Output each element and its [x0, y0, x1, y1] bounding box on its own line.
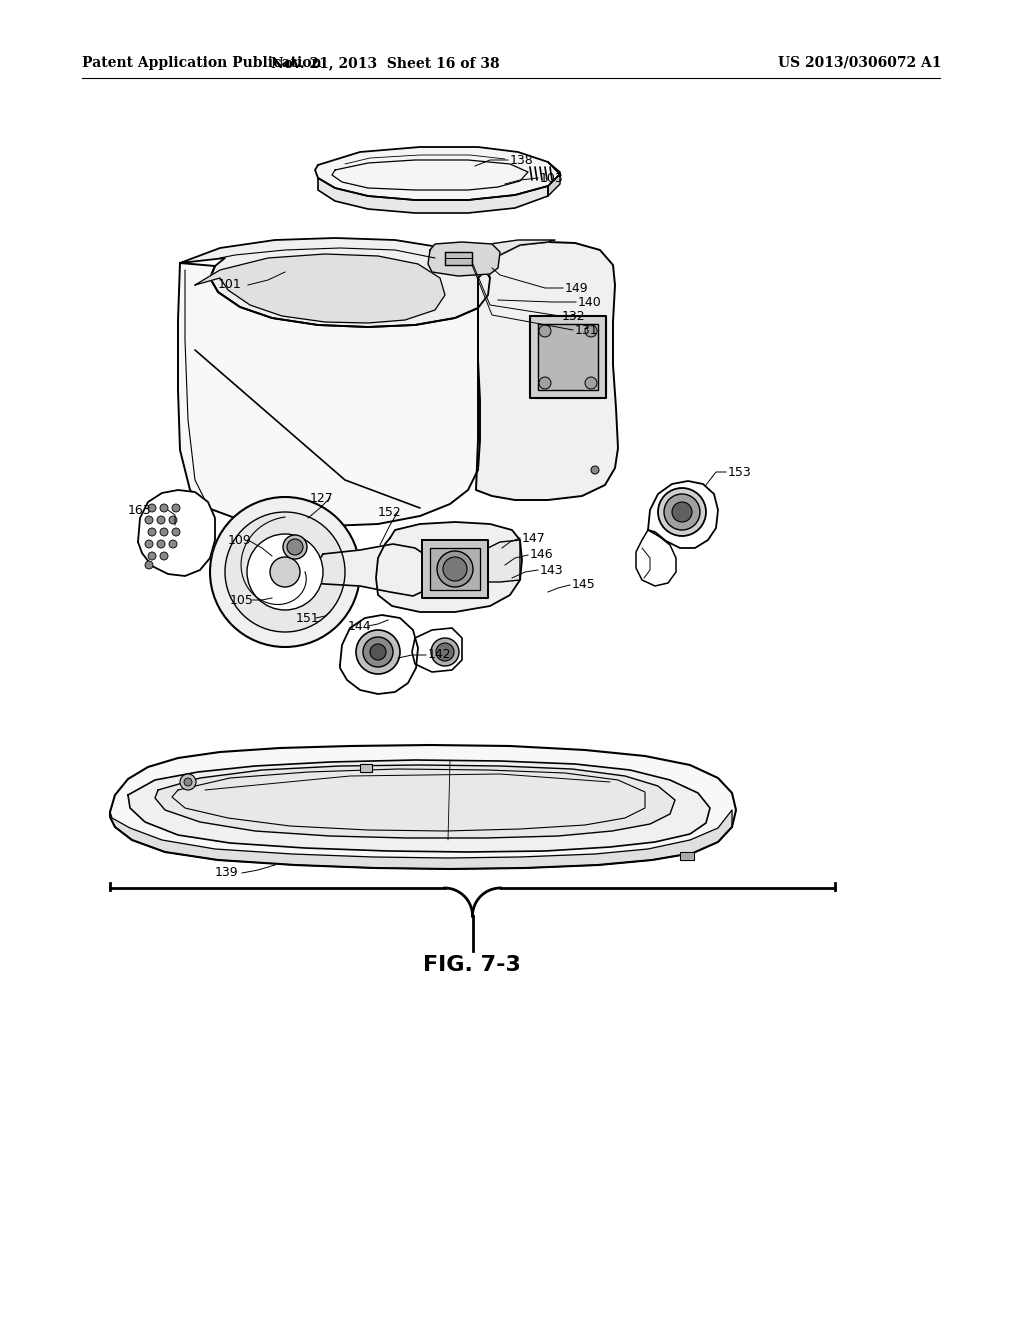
Circle shape	[225, 512, 345, 632]
Text: 101: 101	[218, 279, 242, 292]
Text: US 2013/0306072 A1: US 2013/0306072 A1	[778, 55, 942, 70]
Polygon shape	[376, 521, 522, 612]
Text: 146: 146	[530, 549, 554, 561]
Circle shape	[160, 552, 168, 560]
Circle shape	[247, 535, 323, 610]
Text: 127: 127	[310, 491, 334, 504]
Text: 152: 152	[378, 506, 401, 519]
Polygon shape	[428, 242, 500, 276]
Polygon shape	[195, 253, 445, 323]
Text: 109: 109	[228, 533, 252, 546]
Text: 105: 105	[230, 594, 254, 606]
Polygon shape	[138, 490, 215, 576]
Circle shape	[145, 561, 153, 569]
Polygon shape	[110, 744, 736, 869]
Polygon shape	[180, 238, 490, 327]
Circle shape	[160, 528, 168, 536]
Polygon shape	[422, 540, 488, 598]
Circle shape	[431, 638, 459, 667]
Text: FIG. 7-3: FIG. 7-3	[423, 954, 521, 975]
Circle shape	[283, 535, 307, 558]
Text: 145: 145	[572, 578, 596, 591]
Polygon shape	[110, 810, 732, 869]
Circle shape	[370, 644, 386, 660]
Text: Patent Application Publication: Patent Application Publication	[82, 55, 322, 70]
Polygon shape	[155, 766, 675, 838]
Text: 143: 143	[540, 564, 563, 577]
Polygon shape	[178, 263, 480, 525]
Polygon shape	[648, 480, 718, 548]
Circle shape	[148, 552, 156, 560]
Text: 153: 153	[728, 466, 752, 479]
Circle shape	[157, 540, 165, 548]
Polygon shape	[305, 544, 433, 597]
Polygon shape	[476, 242, 618, 500]
Circle shape	[169, 540, 177, 548]
Circle shape	[172, 504, 180, 512]
Polygon shape	[636, 531, 676, 586]
Circle shape	[356, 630, 400, 675]
Text: 139: 139	[215, 866, 239, 879]
Circle shape	[145, 516, 153, 524]
Circle shape	[270, 557, 300, 587]
Circle shape	[180, 774, 196, 789]
Text: 163: 163	[128, 503, 152, 516]
Polygon shape	[530, 315, 606, 399]
Circle shape	[437, 550, 473, 587]
Circle shape	[672, 502, 692, 521]
Text: 138: 138	[510, 153, 534, 166]
Polygon shape	[680, 851, 694, 861]
Polygon shape	[430, 548, 480, 590]
Polygon shape	[538, 323, 598, 389]
Polygon shape	[412, 628, 462, 672]
Text: 151: 151	[296, 611, 319, 624]
Circle shape	[148, 504, 156, 512]
Text: 132: 132	[562, 309, 586, 322]
Circle shape	[157, 516, 165, 524]
Text: 149: 149	[565, 281, 589, 294]
Polygon shape	[128, 760, 710, 851]
Circle shape	[184, 777, 193, 785]
Circle shape	[169, 516, 177, 524]
Circle shape	[591, 466, 599, 474]
Text: 142: 142	[428, 648, 452, 661]
Polygon shape	[445, 252, 472, 265]
Polygon shape	[445, 240, 555, 279]
Text: 131: 131	[575, 323, 599, 337]
Polygon shape	[315, 147, 560, 201]
Text: Nov. 21, 2013  Sheet 16 of 38: Nov. 21, 2013 Sheet 16 of 38	[270, 55, 500, 70]
Circle shape	[362, 638, 393, 667]
Text: 140: 140	[578, 296, 602, 309]
Text: 144: 144	[348, 619, 372, 632]
Circle shape	[539, 378, 551, 389]
Text: 147: 147	[522, 532, 546, 544]
Circle shape	[658, 488, 706, 536]
Circle shape	[443, 557, 467, 581]
Circle shape	[436, 643, 454, 661]
Polygon shape	[360, 764, 372, 772]
Circle shape	[585, 378, 597, 389]
Text: 103: 103	[540, 172, 564, 185]
Circle shape	[145, 540, 153, 548]
Circle shape	[148, 528, 156, 536]
Circle shape	[210, 498, 360, 647]
Circle shape	[172, 528, 180, 536]
Circle shape	[585, 325, 597, 337]
Polygon shape	[548, 162, 560, 195]
Polygon shape	[318, 178, 548, 213]
Circle shape	[160, 504, 168, 512]
Polygon shape	[488, 540, 520, 582]
Polygon shape	[340, 615, 418, 694]
Circle shape	[539, 325, 551, 337]
Circle shape	[287, 539, 303, 554]
Circle shape	[664, 494, 700, 531]
